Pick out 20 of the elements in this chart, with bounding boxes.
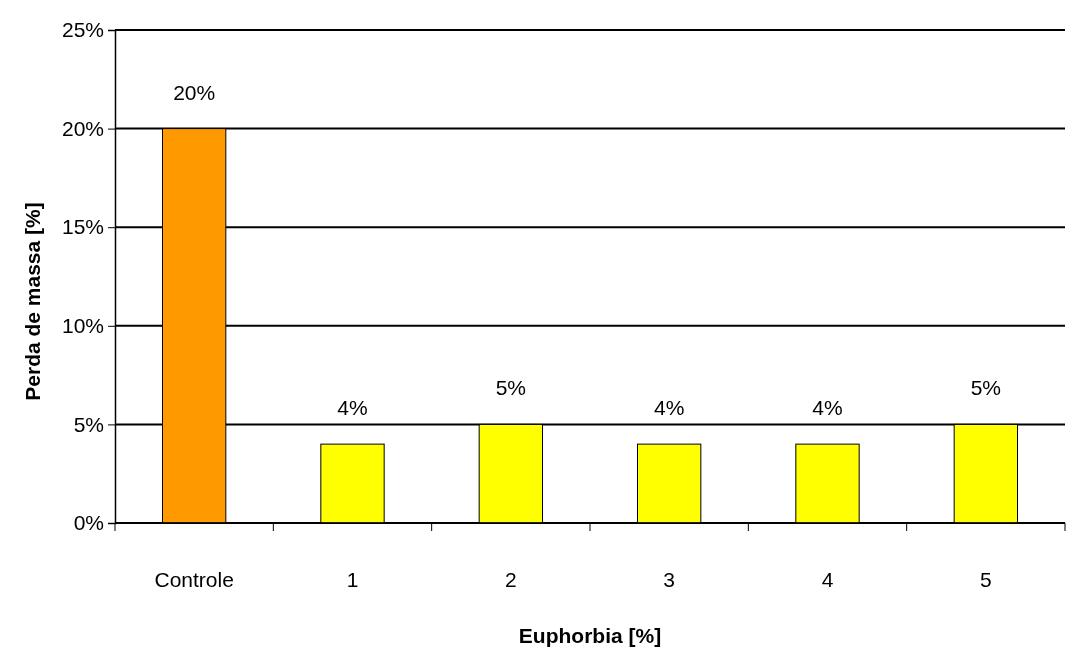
data-label: 5% bbox=[495, 376, 527, 400]
y-tick-label: 0% bbox=[73, 511, 104, 535]
x-tick-label: 1 bbox=[346, 568, 359, 591]
data-label: 4% bbox=[812, 396, 843, 420]
x-tick-label: 5 bbox=[979, 568, 992, 591]
data-label: 4% bbox=[337, 396, 368, 420]
y-tick-label: 25% bbox=[61, 18, 104, 42]
y-axis-title: Perda de massa [%] bbox=[21, 202, 44, 401]
y-tick-label: 5% bbox=[73, 412, 104, 436]
x-tick-label: 3 bbox=[663, 568, 676, 591]
data-label: 20% bbox=[173, 80, 216, 104]
x-tick-label: 4 bbox=[821, 568, 834, 591]
data-label: 5% bbox=[970, 376, 1002, 400]
data-label: 4% bbox=[653, 396, 685, 420]
x-tick-label: Controle bbox=[154, 568, 234, 591]
y-tick-label: 10% bbox=[61, 314, 104, 338]
y-tick-label: 20% bbox=[61, 116, 104, 140]
y-tick-label: 15% bbox=[61, 215, 104, 239]
x-tick-label: 2 bbox=[504, 568, 517, 591]
x-axis-title: Euphorbia [%] bbox=[518, 624, 662, 647]
